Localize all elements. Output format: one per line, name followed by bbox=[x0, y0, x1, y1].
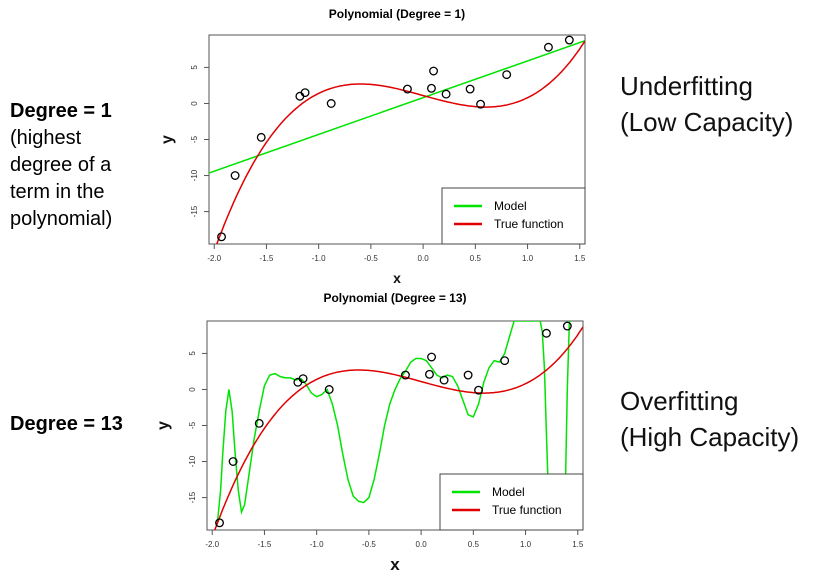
data-point bbox=[402, 84, 412, 94]
data-point bbox=[562, 321, 572, 331]
x-axis-label: x bbox=[393, 270, 401, 286]
legend-entry: Model bbox=[492, 485, 525, 499]
degree-note-line-4: polynomial) bbox=[10, 208, 113, 230]
degree-note-line-3: term in the bbox=[10, 181, 105, 203]
data-point bbox=[476, 99, 486, 109]
data-point bbox=[300, 88, 310, 98]
data-point bbox=[427, 83, 436, 93]
data-point bbox=[541, 328, 551, 338]
overfitting-caption: Overfitting (High Capacity) bbox=[620, 383, 799, 455]
data-point bbox=[441, 89, 451, 99]
model-series-line bbox=[209, 39, 585, 174]
data-point bbox=[324, 385, 334, 394]
legend: Model True function bbox=[441, 187, 586, 245]
data-point bbox=[230, 171, 240, 180]
data-point bbox=[400, 370, 410, 380]
chart-title: Polynomial (Degree = 13) bbox=[323, 291, 466, 305]
data-point bbox=[500, 356, 510, 366]
data-point bbox=[427, 352, 437, 362]
plot-area bbox=[209, 35, 585, 244]
data-point bbox=[474, 385, 484, 395]
degree-note-line-2: degree of a bbox=[10, 154, 112, 176]
plot-area bbox=[214, 321, 583, 530]
x-tick-label: -1.0 bbox=[312, 254, 326, 263]
y-tick-label: 5 bbox=[188, 351, 197, 356]
x-tick-label: 1.0 bbox=[520, 540, 532, 549]
data-point bbox=[217, 232, 226, 242]
y-tick-label: 0 bbox=[190, 101, 199, 106]
true-function-series-line bbox=[216, 40, 585, 244]
legend-box bbox=[441, 187, 586, 245]
data-point bbox=[429, 66, 439, 76]
data-point bbox=[254, 418, 264, 428]
data-point bbox=[425, 369, 434, 379]
x-tick-label: 0.5 bbox=[468, 540, 480, 549]
x-axis-label: x bbox=[390, 555, 400, 574]
true-function-series-line bbox=[214, 326, 583, 530]
x-tick-label: -2.0 bbox=[205, 540, 219, 549]
chart-2: Polynomial (Degree = 13) -2.0 -1.5 -1.0 -0.5… bbox=[155, 291, 584, 574]
x-tick-label: -0.5 bbox=[362, 540, 376, 549]
x-tick-label: 1.0 bbox=[522, 254, 534, 263]
y-tick-label: -10 bbox=[190, 169, 199, 181]
high-capacity-label: (High Capacity) bbox=[620, 422, 800, 452]
data-point bbox=[256, 132, 266, 142]
chart-1: Polynomial (Degree = 1) -2.0 -1.5 -1.0 -0.5 0… bbox=[159, 7, 586, 286]
legend: Model True function bbox=[439, 473, 584, 531]
x-tick-label: 0.0 bbox=[416, 540, 428, 549]
y-tick-label: -15 bbox=[190, 205, 199, 217]
data-point bbox=[298, 374, 308, 384]
low-capacity-label: (Low Capacity) bbox=[620, 107, 794, 137]
degree-1-description: Degree = 1 (highest degree of a term in … bbox=[10, 98, 160, 233]
x-tick-label: 0.0 bbox=[418, 254, 430, 263]
data-point bbox=[439, 375, 449, 385]
model-series-line bbox=[216, 321, 572, 530]
degree-note-line-1: (highest bbox=[10, 127, 82, 149]
legend-entry: True function bbox=[494, 217, 564, 231]
y-tick-label: 5 bbox=[190, 65, 199, 70]
y-axis-label: y bbox=[155, 421, 172, 430]
x-tick-label: 0.5 bbox=[470, 254, 482, 263]
degree-1-label: Degree = 1 bbox=[10, 100, 112, 122]
y-tick-label: -15 bbox=[188, 491, 197, 503]
x-tick-label: -1.5 bbox=[260, 254, 274, 263]
y-tick-label: -5 bbox=[188, 421, 197, 429]
x-tick-label: -0.5 bbox=[364, 254, 378, 263]
x-tick-label: -1.0 bbox=[310, 540, 324, 549]
data-point bbox=[228, 457, 238, 466]
data-point bbox=[564, 35, 574, 45]
underfitting-label: Underfitting bbox=[620, 71, 753, 101]
chart-title: Polynomial (Degree = 1) bbox=[329, 7, 465, 21]
data-point bbox=[543, 42, 553, 52]
overfitting-label: Overfitting bbox=[620, 386, 739, 416]
data-point bbox=[463, 370, 473, 380]
degree-13-label: Degree = 13 bbox=[10, 413, 123, 435]
x-tick-label: -1.5 bbox=[258, 540, 272, 549]
data-point bbox=[502, 70, 512, 80]
data-point bbox=[215, 518, 224, 528]
x-tick-label: 1.5 bbox=[572, 540, 584, 549]
y-tick-label: 0 bbox=[188, 387, 197, 392]
data-point bbox=[326, 99, 336, 108]
legend-entry: Model bbox=[494, 199, 527, 213]
y-tick-label: -10 bbox=[188, 455, 197, 467]
legend-box bbox=[439, 473, 584, 531]
legend-entry: True function bbox=[492, 503, 562, 517]
x-tick-label: -2.0 bbox=[207, 254, 221, 263]
y-tick-label: -5 bbox=[190, 135, 199, 143]
x-tick-label: 1.5 bbox=[574, 254, 586, 263]
data-point bbox=[465, 84, 475, 94]
underfitting-caption: Underfitting (Low Capacity) bbox=[620, 68, 793, 140]
y-axis-label: y bbox=[159, 135, 176, 144]
